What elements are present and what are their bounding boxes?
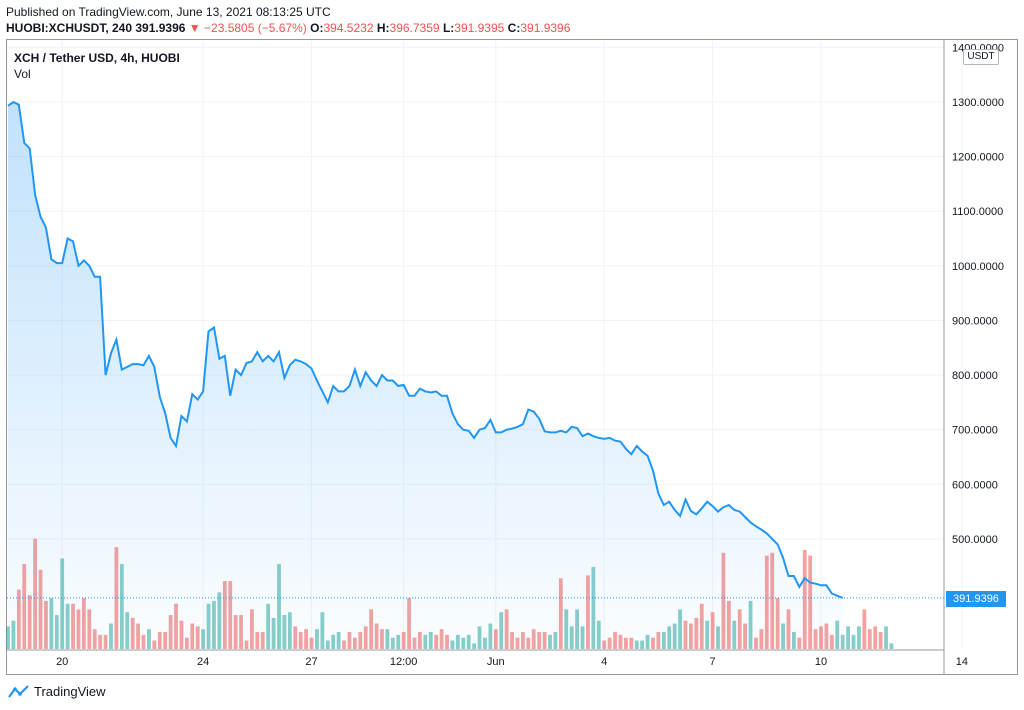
x-tick-label: 4 — [601, 656, 607, 668]
volume-bar — [867, 629, 872, 649]
low-value: 391.9395 — [454, 21, 505, 35]
currency-unit-label[interactable]: USDT — [963, 49, 999, 65]
ohlc-bar: HUOBI:XCHUSDT, 240 391.9396 ▼ −23.5805 (… — [6, 21, 570, 35]
time-axis: 20 24 27 12:00 Jun 4 7 10 14 — [56, 656, 968, 668]
y-tick-label: 800.0000 — [952, 370, 998, 382]
legend-title[interactable]: XCH / Tether USD, 4h, HUOBI — [14, 51, 180, 65]
close-label: C: — [507, 21, 521, 35]
y-tick-label: 1300.0000 — [952, 97, 1004, 109]
chart-frame — [6, 39, 1018, 675]
volume-bar — [862, 609, 867, 649]
y-tick-label: 600.0000 — [952, 479, 998, 491]
symbol-label[interactable]: HUOBI:XCHUSDT, 240 — [6, 21, 133, 35]
low-label: L: — [442, 21, 455, 35]
volume-bar — [878, 632, 883, 649]
x-tick-label: Jun — [487, 656, 505, 668]
volume-bar — [846, 626, 850, 649]
tradingview-logo[interactable]: TradingView — [8, 684, 106, 699]
volume-bar — [884, 626, 888, 649]
high-value: 396.7359 — [389, 21, 440, 35]
high-label: H: — [376, 21, 390, 35]
x-tick-label: 7 — [710, 656, 716, 668]
volume-bar — [889, 643, 894, 649]
tradingview-logo-icon — [8, 684, 29, 698]
close-value: 391.9396 — [520, 21, 571, 35]
x-tick-label: 12:00 — [390, 656, 418, 668]
volume-bar — [851, 634, 856, 649]
price-area — [8, 102, 843, 649]
x-tick-label: 10 — [815, 656, 827, 668]
price-axis: 500.0000 600.0000 700.0000 800.0000 900.0000… — [952, 42, 1004, 545]
volume-bar — [857, 626, 861, 649]
tradingview-logo-text: TradingView — [34, 684, 106, 699]
open-label: O: — [310, 21, 324, 35]
open-value: 394.5232 — [323, 21, 374, 35]
published-caption: Published on TradingView.com, June 13, 2… — [6, 5, 331, 19]
y-tick-label: 900.0000 — [952, 315, 998, 327]
x-tick-label: 14 — [956, 656, 968, 668]
y-tick-label: 500.0000 — [952, 534, 998, 546]
y-tick-label: 1100.0000 — [952, 206, 1003, 218]
y-tick-label: 1000.0000 — [952, 261, 1004, 273]
y-tick-label: 1200.0000 — [952, 152, 1004, 164]
price-line — [7, 100, 844, 599]
x-tick-label: 27 — [305, 656, 317, 668]
current-price-tag: 391.9396 — [946, 591, 1006, 607]
last-price: 391.9396 — [135, 21, 186, 35]
x-tick-label: 20 — [56, 656, 68, 668]
x-tick-label: 24 — [197, 656, 209, 668]
down-arrow-icon: ▼ — [188, 21, 201, 35]
price-change: −23.5805 (−5.67%) — [204, 21, 307, 35]
y-tick-label: 700.0000 — [952, 425, 998, 437]
volume-bar — [873, 626, 878, 649]
legend-volume[interactable]: Vol — [14, 67, 31, 81]
